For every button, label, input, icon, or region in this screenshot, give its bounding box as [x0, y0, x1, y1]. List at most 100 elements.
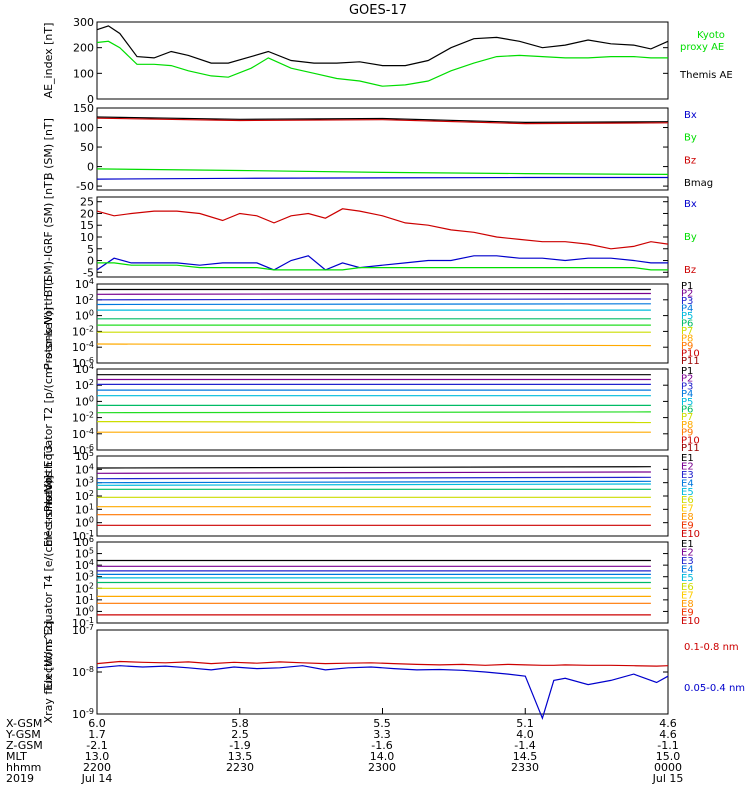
series-line-p7 — [96, 411, 651, 414]
ephemeris-cell: 5.5 — [373, 717, 391, 730]
series-line-themis-ae — [96, 25, 669, 67]
series-line-e1 — [96, 466, 651, 469]
y-axis-title: B (SM)-IGRF (SM) [nT] — [42, 177, 55, 297]
legend-entry-e10: E10 — [681, 529, 700, 540]
legend-entry-p9: P9 — [681, 341, 693, 352]
y-tick-label: 0 — [87, 161, 94, 174]
legend-entry-bz: Bz — [684, 265, 696, 276]
ephemeris-row-label: MLT — [6, 750, 27, 763]
y-axis-title: Protons Equator T2 [p/(cm²-s-sr-keV)] — [42, 307, 55, 512]
y-tick-label: 20 — [80, 207, 94, 220]
y-axis-title: Electrons North T3 — [42, 445, 55, 547]
legend-entry-e8: E8 — [681, 512, 694, 523]
legend-entry-e3: E3 — [681, 556, 694, 567]
series-line-e4 — [96, 480, 651, 484]
legend-entry-e6: E6 — [681, 582, 694, 593]
y-tick-label: 102 — [75, 489, 94, 503]
series-line-bz — [96, 208, 669, 250]
y-tick-label: 50 — [80, 141, 94, 154]
legend-entry-p11: P11 — [681, 356, 700, 367]
legend-entry-e2: E2 — [681, 461, 694, 472]
legend-entry-by: By — [684, 133, 697, 144]
legend-entry-p4: P4 — [681, 304, 693, 315]
ephemeris-cell: 5.8 — [231, 717, 249, 730]
legend-entry-p10: P10 — [681, 349, 700, 360]
ephemeris-cell: 1.7 — [88, 728, 106, 741]
legend-entry-p3: P3 — [681, 296, 693, 307]
y-axis-title: B (SM) [nT] — [42, 118, 55, 180]
y-tick-label: 300 — [73, 16, 94, 29]
legend-entry-p6: P6 — [681, 319, 693, 330]
ephemeris-row-label: Z-GSM — [6, 739, 43, 752]
series-line-e5 — [96, 483, 651, 486]
y-tick-label: 200 — [73, 42, 94, 55]
ephemeris-cell: 13.5 — [228, 750, 253, 763]
y-tick-label: 100 — [75, 309, 94, 323]
ephemeris-row-label: Y-GSM — [5, 728, 41, 741]
ephemeris-cell: Jul 15 — [652, 772, 684, 785]
legend-entry-e9: E9 — [681, 607, 694, 618]
ephemeris-cell: 2.5 — [231, 728, 249, 741]
legend-entry-e7: E7 — [681, 590, 694, 601]
series-line-p2 — [96, 292, 651, 295]
plot-title: GOES-17 — [349, 3, 407, 18]
ephemeris-row-label: X-GSM — [6, 717, 42, 730]
panel-frame — [96, 629, 669, 715]
series-line-0-05-0-4-nm — [96, 665, 669, 720]
legend-entry-bmag: Bmag — [684, 178, 713, 189]
ephemeris-cell: 14.0 — [370, 750, 395, 763]
legend-entry-p4: P4 — [681, 389, 693, 400]
legend-entry-p3: P3 — [681, 381, 693, 392]
y-tick-label: 0 — [87, 255, 94, 268]
legend-entry-p11: P11 — [681, 443, 700, 454]
legend-entry-p5: P5 — [681, 311, 693, 322]
panel-1: 0 100 200 300 AE_index [nT] Kyoto proxy AE Them… — [42, 16, 733, 106]
y-tick-label: 25 — [80, 196, 94, 209]
ephemeris-cell: -2.1 — [86, 739, 107, 752]
y-tick-label: 10-4 — [72, 340, 94, 354]
series-line-kyoto-proxy-ae — [96, 40, 668, 87]
series-line-p4 — [96, 303, 651, 306]
ephemeris-cell: 14.5 — [513, 750, 538, 763]
legend-entry-e8: E8 — [681, 599, 694, 610]
legend-entry-p10: P10 — [681, 435, 700, 446]
legend-entry-e5: E5 — [681, 573, 694, 584]
series-line-e3 — [96, 476, 651, 480]
ephemeris-cell: -1.6 — [371, 739, 392, 752]
ephemeris-cell: 13.0 — [85, 750, 110, 763]
y-tick-label: 105 — [75, 449, 94, 463]
legend-entry-e10: E10 — [681, 616, 700, 627]
legend-entry-p2: P2 — [681, 289, 693, 300]
series-line-by — [97, 262, 668, 271]
ephemeris-cell: 2230 — [226, 761, 254, 774]
legend-entry-e7: E7 — [681, 504, 694, 515]
legend-entry-p1: P1 — [681, 281, 693, 292]
y-tick-label: 5 — [87, 243, 94, 256]
y-axis-title: Xray flux [W/m^2] — [42, 621, 55, 724]
legend-entry-bx: Bx — [684, 199, 697, 210]
series-line-0-1-0-8-nm — [96, 660, 669, 667]
y-tick-label: 101 — [75, 502, 94, 516]
ephemeris-cell: 3.3 — [373, 728, 391, 741]
legend-entry-e5: E5 — [681, 487, 694, 498]
ephemeris-cell: 4.0 — [516, 728, 534, 741]
series-line-bz — [96, 117, 669, 125]
y-tick-label: 104 — [75, 277, 94, 291]
ephemeris-cell: 15.0 — [656, 750, 681, 763]
legend-entry-e3: E3 — [681, 470, 694, 481]
y-tick-label: 0 — [87, 93, 94, 106]
legend-entry-e9: E9 — [681, 521, 694, 532]
legend-entry-p1: P1 — [681, 366, 693, 377]
ephemeris-cell: -1.4 — [514, 739, 535, 752]
y-tick-label: 102 — [75, 378, 94, 392]
y-tick-label: -5 — [83, 266, 94, 279]
y-axis-title: Electrons Equator T4 [e/(cm²-s-sr-keV)] — [42, 475, 55, 690]
legend-entry-p7: P7 — [681, 412, 693, 423]
ephemeris-cell: -1.1 — [657, 739, 678, 752]
ephemeris-cell: Jul 14 — [81, 772, 113, 785]
